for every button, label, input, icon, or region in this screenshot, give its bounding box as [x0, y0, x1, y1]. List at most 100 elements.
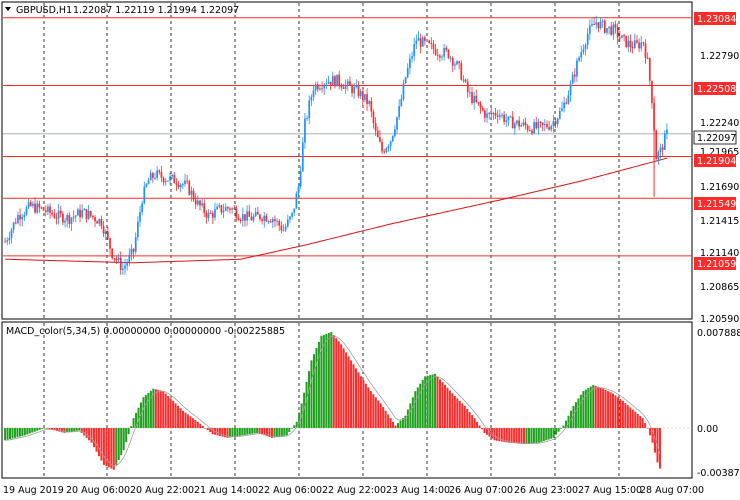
macd-bar — [577, 398, 580, 428]
candle-body — [640, 42, 643, 49]
macd-bar — [414, 391, 417, 428]
candle-body — [582, 49, 585, 53]
candle-body — [396, 117, 398, 130]
candle-body — [646, 58, 649, 60]
candle-body — [421, 37, 424, 47]
dropdown-triangle-icon[interactable] — [5, 7, 11, 11]
macd-bar — [55, 428, 58, 432]
candle-body — [355, 85, 358, 87]
macd-bar — [90, 428, 93, 443]
macd-bar — [631, 409, 634, 428]
macd-bar — [224, 428, 227, 438]
macd-bar — [117, 428, 120, 460]
macd-bar — [325, 333, 328, 428]
moving-average — [5, 157, 668, 264]
candle-body — [244, 214, 246, 221]
macd-bar — [162, 391, 165, 428]
macd-bar — [367, 387, 370, 428]
candle-body — [471, 92, 473, 103]
candle-body — [379, 137, 381, 142]
time-label: 19 Aug 2019 — [3, 485, 64, 496]
macd-bar — [379, 403, 382, 428]
candle-body — [439, 55, 441, 58]
macd-bar — [58, 428, 61, 432]
macd-bar — [409, 403, 412, 428]
candle-body — [167, 180, 169, 182]
candle-body — [119, 257, 122, 271]
macd-bar — [132, 418, 135, 428]
candle-body — [374, 122, 377, 131]
candle-body — [520, 124, 523, 127]
macd-bar — [609, 392, 612, 428]
candle-body — [235, 208, 238, 219]
candle-body — [274, 219, 276, 221]
macd-bar — [478, 425, 481, 428]
candle-body — [340, 84, 343, 88]
candle-body — [490, 112, 493, 115]
candle-body — [64, 220, 66, 223]
macd-bar — [335, 338, 338, 428]
macd-bar — [597, 386, 600, 428]
macd-bar — [518, 428, 521, 444]
candle-body — [533, 122, 535, 134]
candle-body — [280, 225, 283, 231]
macd-bar — [228, 428, 231, 438]
candle-body — [314, 84, 317, 91]
candle-body — [319, 88, 321, 90]
candle-body — [214, 209, 216, 218]
macd-bar — [268, 428, 271, 438]
macd-bar — [476, 421, 479, 428]
candle-body — [507, 116, 510, 121]
candle-body — [434, 49, 437, 55]
macd-bar — [221, 428, 224, 437]
macd-bar — [241, 428, 244, 436]
macd-bar — [303, 392, 306, 428]
macd-bar — [550, 428, 553, 439]
macd-bar — [520, 428, 523, 444]
candle-body — [226, 207, 229, 209]
candle-body — [651, 80, 653, 103]
candle-body — [618, 37, 621, 39]
macd-bar — [236, 428, 239, 437]
candle-body — [122, 268, 124, 271]
macd-bar — [125, 428, 128, 443]
candle-body — [203, 203, 206, 213]
candle-body — [528, 130, 531, 132]
macd-bar — [149, 390, 152, 428]
macd-bar — [167, 396, 170, 428]
macd-bar — [263, 428, 266, 436]
candle-body — [479, 103, 482, 108]
candle-body — [509, 116, 512, 118]
macd-bar — [565, 420, 568, 428]
macd-bar — [120, 428, 123, 456]
candle-body — [53, 214, 56, 218]
candle-body — [413, 43, 416, 57]
macd-bar — [169, 398, 172, 428]
macd-bar — [456, 398, 459, 428]
macd-bar — [508, 428, 511, 443]
candle-body — [580, 52, 583, 58]
macd-bar — [258, 428, 261, 434]
macd-bar — [273, 428, 276, 438]
candle-body — [137, 221, 139, 238]
candle-body — [571, 74, 574, 84]
candle-body — [443, 47, 446, 57]
candle-body — [246, 211, 248, 221]
candle-body — [289, 216, 291, 220]
candle-body — [499, 115, 501, 118]
candle-body — [201, 203, 203, 206]
candle-body — [394, 129, 396, 136]
candle-body — [254, 211, 257, 217]
macd-bar — [110, 428, 113, 469]
candle-body — [494, 112, 497, 116]
price-panel-frame — [1, 1, 693, 320]
candle-body — [663, 133, 666, 150]
candle-body — [419, 38, 422, 47]
candle-body — [644, 43, 647, 59]
candle-body — [192, 190, 195, 200]
level-label: 1.23084 — [697, 14, 736, 25]
macd-bar — [530, 428, 533, 444]
candle-body — [567, 95, 570, 104]
